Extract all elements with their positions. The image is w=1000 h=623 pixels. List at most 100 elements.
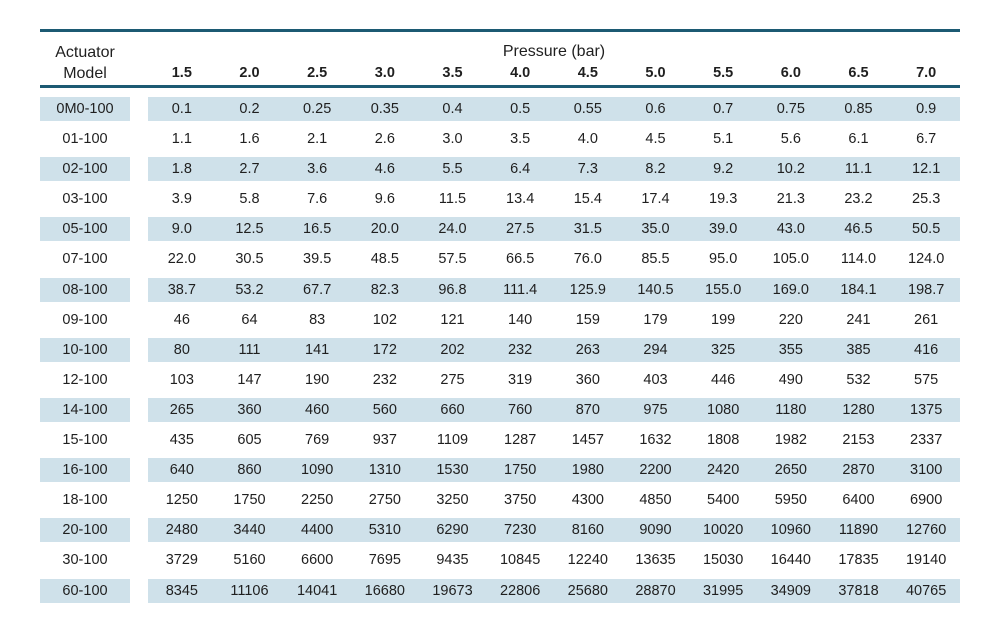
value-cell: 2337 [910,432,943,449]
table-row: 0M0-100 0.1 0.2 0.25 0.35 0.4 0.5 0.55 0.6 0.7 0.7… [40,94,960,124]
value-cell: 2420 [707,462,740,479]
value-cell: 6400 [842,492,875,509]
value-cell: 5.1 [713,131,734,148]
value-cell: 263 [575,341,600,358]
value-cell: 39.0 [709,221,738,238]
model-cell: 01-100 [62,131,108,148]
value-cell: 7695 [368,552,401,569]
value-cell: 10.2 [776,161,805,178]
value-cell: 1180 [775,401,807,418]
pressure-column-header: 3.0 [374,65,395,81]
value-cell: 1287 [504,432,537,449]
value-cell: 5160 [233,552,266,569]
value-cell: 6900 [910,492,943,509]
value-cell: 50.5 [912,221,941,238]
value-cell: 1980 [571,462,604,479]
value-cell: 25680 [567,582,608,599]
value-cell: 40765 [905,582,947,599]
model-cell: 12-100 [62,371,108,388]
value-cell: 220 [778,311,803,328]
value-cell: 1090 [301,462,334,479]
value-cell: 27.5 [506,221,535,238]
value-cell: 19140 [905,552,947,569]
model-cell: 16-100 [40,458,130,483]
model-cell: 18-100 [62,492,108,509]
value-cell: 17835 [838,552,879,569]
value-cell: 31.5 [573,221,602,238]
value-cell: 202 [440,341,465,358]
value-cell: 1982 [774,432,807,449]
model-cell: 30-100 [62,552,108,569]
value-cell: 2200 [639,462,672,479]
value-cell: 111.4 [503,281,538,298]
value-cell: 6.7 [916,131,937,148]
value-cell: 85.5 [641,251,670,268]
model-cell: 05-100 [40,217,130,242]
value-cell: 532 [846,371,871,388]
table-row: 20-100 2480 3440 4400 5310 6290 7230 8160 9090 10… [40,515,960,545]
value-cell: 232 [372,371,397,388]
value-cell: 16680 [364,582,405,599]
value-cell: 2.6 [374,131,395,148]
table-row: 05-100 9.0 12.5 16.5 20.0 24.0 27.5 31.5 35.0 39.… [40,214,960,244]
model-cell: 09-100 [62,311,108,328]
value-cell: 1310 [368,462,401,479]
pressure-column-header: 3.5 [442,65,463,81]
value-cell: 39.5 [303,251,332,268]
model-cell: 20-100 [40,518,130,543]
value-cell: 325 [711,341,736,358]
value-cell: 102 [372,311,397,328]
value-cell: 0.7 [713,101,734,117]
value-cell: 769 [305,432,330,449]
value-cell: 12760 [905,522,947,539]
value-cell: 1.1 [171,131,192,148]
top-rule [40,29,960,32]
value-cell: 172 [372,341,397,358]
value-cell: 7230 [504,522,537,539]
pressure-column-header: 2.0 [239,65,260,81]
table-row: 15-100 435 605 769 937 1109 1287 1457 1632 1808 19… [40,425,960,455]
value-cell: 5310 [368,522,401,539]
value-cell: 1109 [436,432,469,449]
value-cell: 7.6 [307,191,328,208]
value-cell: 0.85 [844,101,873,117]
value-cell: 0.4 [442,101,463,117]
table-row: 02-100 1.8 2.7 3.6 4.6 5.5 6.4 7.3 8.2 9.2 10.2 11.… [40,154,960,184]
value-cell: 16440 [770,552,811,569]
row-shade [148,97,960,121]
pressure-column-header: 6.5 [848,65,869,81]
value-cell: 3750 [504,492,537,509]
table-body: 0M0-100 0.1 0.2 0.25 0.35 0.4 0.5 0.55 0.6 0.7 0.7… [40,94,960,606]
value-cell: 319 [508,371,533,388]
value-cell: 1080 [707,401,740,418]
value-cell: 5400 [707,492,740,509]
value-cell: 4.0 [577,131,598,148]
value-cell: 1632 [639,432,672,449]
value-cell: 490 [778,371,803,388]
value-cell: 3.0 [442,131,463,148]
value-cell: 660 [440,401,465,418]
value-cell: 5.6 [780,131,801,148]
table-row: 08-100 38.7 53.2 67.7 82.3 96.8 111.4 125.9 140.… [40,275,960,305]
value-cell: 2.1 [307,131,328,148]
value-cell: 25.3 [912,191,941,208]
value-cell: 9.0 [171,221,192,238]
value-cell: 140 [508,311,533,328]
value-cell: 4850 [639,492,672,509]
value-cell: 34909 [770,582,811,599]
value-cell: 1750 [233,492,266,509]
value-cell: 111 [238,341,261,358]
value-cell: 3.6 [307,161,328,178]
value-cell: 403 [643,371,668,388]
value-cell: 20.0 [370,221,399,238]
pressure-column-header: 6.0 [780,65,801,81]
pressure-column-header: 4.5 [577,65,598,81]
value-cell: 416 [914,341,939,358]
value-cell: 8.2 [645,161,666,178]
torque-table: Actuator Model Pressure (bar) 1.5 2.0 2.5 3… [40,29,960,606]
table-row: 10-100 80 111 141 172 202 232 263 294 325 355 385 41… [40,335,960,365]
value-cell: 3440 [233,522,266,539]
value-cell: 261 [914,311,939,328]
value-cell: 38.7 [167,281,196,298]
value-cell: 53.2 [235,281,264,298]
